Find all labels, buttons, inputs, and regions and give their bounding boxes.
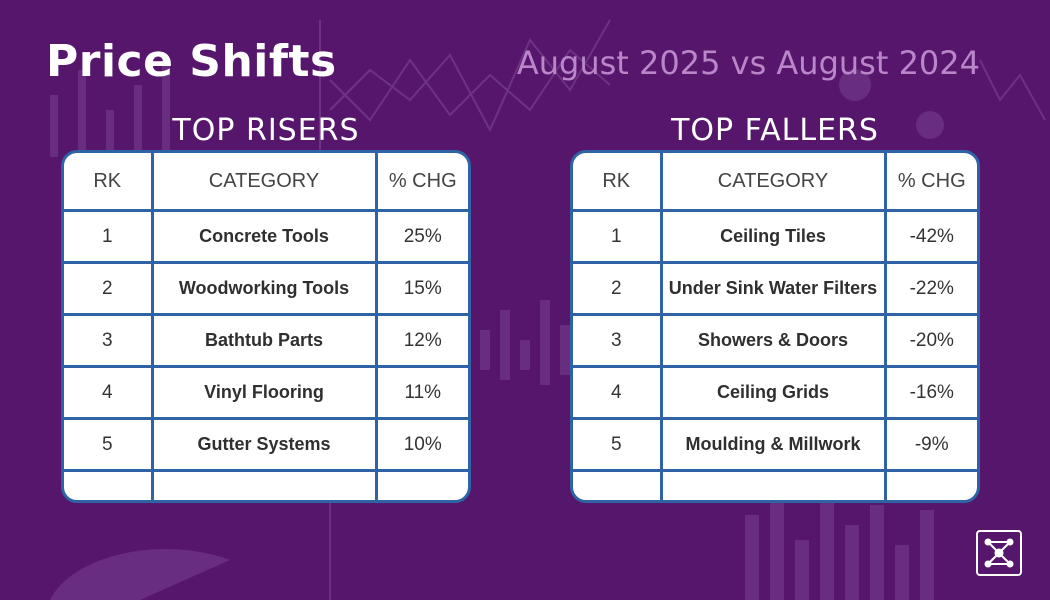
table-row: 4 Ceiling Grids -16% bbox=[573, 365, 977, 420]
table-row: 2 Under Sink Water Filters -22% bbox=[573, 261, 977, 316]
change-column-header: % CHG bbox=[883, 153, 977, 212]
table-row: 4 Vinyl Flooring 11% bbox=[64, 365, 468, 420]
network-nodes-logo-icon bbox=[976, 530, 1022, 576]
rank-cell: 2 bbox=[64, 261, 154, 316]
category-cell: Woodworking Tools bbox=[150, 261, 378, 316]
change-cell: -20% bbox=[883, 313, 977, 368]
change-cell: -16% bbox=[883, 365, 977, 420]
category-column-header: CATEGORY bbox=[150, 153, 378, 212]
category-cell: Vinyl Flooring bbox=[150, 365, 378, 420]
rank-column-header: RK bbox=[573, 153, 663, 212]
table-row: 5 Gutter Systems 10% bbox=[64, 417, 468, 472]
category-cell: Gutter Systems bbox=[150, 417, 378, 472]
category-cell: Ceiling Grids bbox=[659, 365, 887, 420]
change-cell: -42% bbox=[883, 209, 977, 264]
rank-cell: 1 bbox=[64, 209, 154, 264]
top-fallers-table: RK CATEGORY % CHG 1 Ceiling Tiles -42% 2… bbox=[570, 150, 980, 503]
table-row: 5 Moulding & Millwork -9% bbox=[573, 417, 977, 472]
table-row: 1 Concrete Tools 25% bbox=[64, 209, 468, 264]
page-subtitle: August 2025 vs August 2024 bbox=[516, 44, 980, 82]
top-risers-table: RK CATEGORY % CHG 1 Concrete Tools 25% 2… bbox=[61, 150, 471, 503]
rank-column-header: RK bbox=[64, 153, 154, 212]
table-row: 1 Ceiling Tiles -42% bbox=[573, 209, 977, 264]
table-header-row: RK CATEGORY % CHG bbox=[64, 153, 468, 212]
category-cell: Bathtub Parts bbox=[150, 313, 378, 368]
page-title: Price Shifts bbox=[46, 36, 337, 87]
category-cell: Concrete Tools bbox=[150, 209, 378, 264]
rank-cell: 5 bbox=[64, 417, 154, 472]
change-cell: 11% bbox=[374, 365, 468, 420]
change-cell: -22% bbox=[883, 261, 977, 316]
top-risers-heading: TOP RISERS bbox=[172, 113, 360, 148]
table-header-row: RK CATEGORY % CHG bbox=[573, 153, 977, 212]
top-fallers-panel: TOP FALLERS RK CATEGORY % CHG 1 Ceiling … bbox=[570, 112, 980, 503]
category-column-header: CATEGORY bbox=[659, 153, 887, 212]
change-cell: 12% bbox=[374, 313, 468, 368]
change-cell: 10% bbox=[374, 417, 468, 472]
table-row: 2 Woodworking Tools 15% bbox=[64, 261, 468, 316]
rank-cell: 2 bbox=[573, 261, 663, 316]
rank-cell: 5 bbox=[573, 417, 663, 472]
empty-row bbox=[573, 469, 977, 500]
rank-cell: 4 bbox=[64, 365, 154, 420]
change-cell: 25% bbox=[374, 209, 468, 264]
category-cell: Moulding & Millwork bbox=[659, 417, 887, 472]
rank-cell: 3 bbox=[573, 313, 663, 368]
category-cell: Showers & Doors bbox=[659, 313, 887, 368]
top-fallers-heading: TOP FALLERS bbox=[671, 113, 879, 148]
category-cell: Under Sink Water Filters bbox=[659, 261, 887, 316]
top-risers-panel: TOP RISERS RK CATEGORY % CHG 1 Concrete … bbox=[61, 112, 471, 503]
change-column-header: % CHG bbox=[374, 153, 468, 212]
empty-row bbox=[64, 469, 468, 500]
rank-cell: 3 bbox=[64, 313, 154, 368]
rank-cell: 1 bbox=[573, 209, 663, 264]
change-cell: -9% bbox=[883, 417, 977, 472]
rank-cell: 4 bbox=[573, 365, 663, 420]
table-row: 3 Showers & Doors -20% bbox=[573, 313, 977, 368]
category-cell: Ceiling Tiles bbox=[659, 209, 887, 264]
change-cell: 15% bbox=[374, 261, 468, 316]
table-row: 3 Bathtub Parts 12% bbox=[64, 313, 468, 368]
